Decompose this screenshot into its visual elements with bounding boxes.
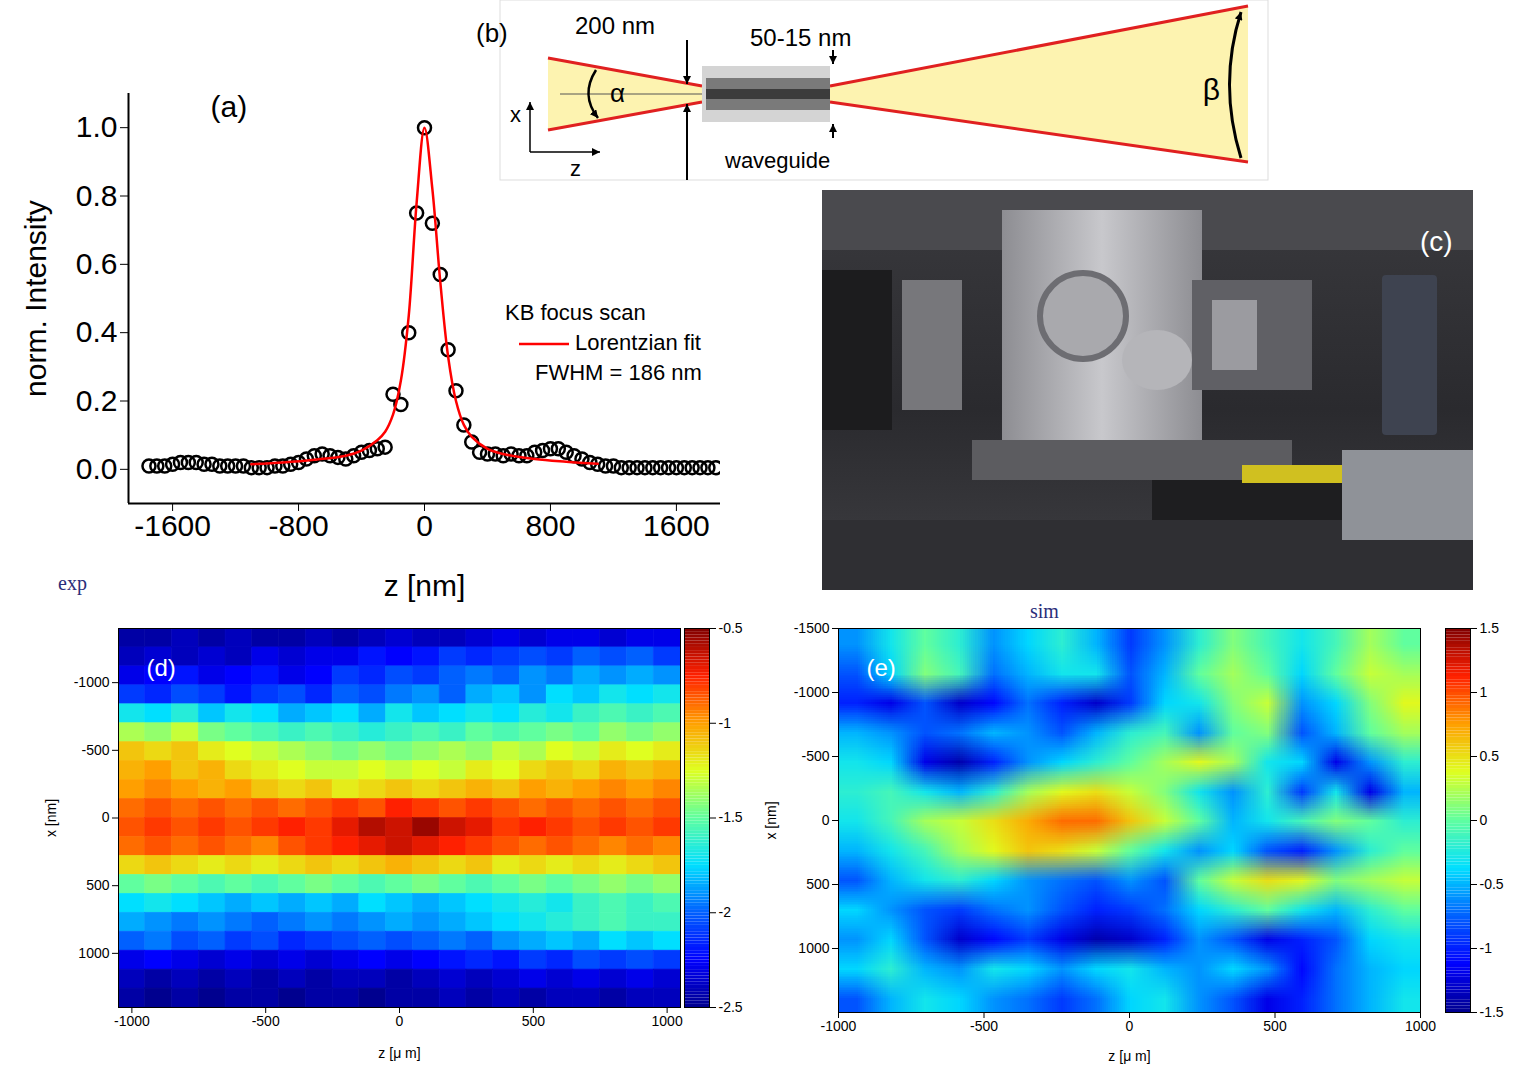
svg-text:-1: -1: [1480, 940, 1493, 956]
svg-text:1000: 1000: [798, 940, 829, 956]
svg-text:1: 1: [1480, 684, 1488, 700]
svg-text:(d): (d): [147, 654, 176, 681]
svg-text:0: 0: [1480, 812, 1488, 828]
html-text:Lorentzian fit: Lorentzian fit: [575, 330, 701, 355]
svg-text:0.8: 0.8: [76, 179, 118, 212]
svg-text:z: z: [570, 156, 581, 181]
svg-text:norm. Intensity: norm. Intensity: [19, 200, 52, 397]
svg-text:1000: 1000: [652, 1013, 683, 1029]
html-text:FWHM = 186 nm: FWHM = 186 nm: [535, 360, 702, 385]
svg-text:-1.5: -1.5: [719, 809, 743, 825]
svg-text:x: x: [510, 102, 521, 127]
svg-text:800: 800: [525, 509, 575, 542]
svg-text:1.0: 1.0: [76, 110, 118, 143]
svg-text:500: 500: [1263, 1018, 1287, 1034]
svg-text:x [nm]: x [nm]: [763, 801, 779, 839]
svg-text:(b): (b): [476, 18, 508, 48]
svg-text:-1.5: -1.5: [1480, 1004, 1504, 1020]
html-text:sim: sim: [1030, 600, 1059, 622]
html-text:exp: exp: [58, 572, 87, 594]
svg-text:0.2: 0.2: [76, 384, 118, 417]
svg-text:-0.5: -0.5: [719, 620, 743, 636]
svg-text:1.5: 1.5: [1480, 620, 1500, 636]
svg-text:-1000: -1000: [821, 1018, 857, 1034]
svg-text:500: 500: [522, 1013, 546, 1029]
svg-text:1000: 1000: [78, 945, 109, 961]
svg-text:0.0: 0.0: [76, 452, 118, 485]
svg-text:50-15 nm: 50-15 nm: [750, 24, 851, 51]
svg-text:x [nm]: x [nm]: [43, 799, 59, 837]
svg-text:α: α: [610, 78, 625, 108]
svg-text:0: 0: [102, 809, 110, 825]
svg-text:500: 500: [806, 876, 830, 892]
svg-text:-500: -500: [801, 748, 829, 764]
svg-text:-1000: -1000: [114, 1013, 150, 1029]
svg-text:-500: -500: [81, 742, 109, 758]
svg-text:0.6: 0.6: [76, 247, 118, 280]
svg-text:z [nm]: z [nm]: [384, 569, 466, 602]
svg-text:-1600: -1600: [134, 509, 211, 542]
svg-text:-1000: -1000: [794, 684, 830, 700]
svg-text:0.5: 0.5: [1480, 748, 1500, 764]
svg-text:0.4: 0.4: [76, 315, 118, 348]
svg-text:(e): (e): [867, 654, 896, 681]
svg-text:z [μ m]: z [μ m]: [378, 1045, 420, 1061]
svg-text:(a): (a): [211, 90, 248, 123]
svg-text:0: 0: [822, 812, 830, 828]
svg-text:waveguide: waveguide: [724, 148, 830, 173]
svg-text:-800: -800: [269, 509, 329, 542]
svg-text:-500: -500: [970, 1018, 998, 1034]
svg-text:0: 0: [396, 1013, 404, 1029]
svg-text:200 nm: 200 nm: [575, 12, 655, 39]
svg-text:-1500: -1500: [794, 620, 830, 636]
svg-text:-2.5: -2.5: [719, 999, 743, 1015]
html-text:(c): (c): [1420, 226, 1453, 257]
svg-text:β: β: [1203, 73, 1220, 106]
html-text:KB focus scan: KB focus scan: [505, 300, 646, 325]
svg-text:0: 0: [416, 509, 433, 542]
svg-text:-0.5: -0.5: [1480, 876, 1504, 892]
svg-text:-2: -2: [719, 904, 732, 920]
svg-text:z [μ m]: z [μ m]: [1108, 1048, 1150, 1064]
svg-text:-1000: -1000: [74, 674, 110, 690]
svg-text:0: 0: [1126, 1018, 1134, 1034]
svg-text:-1: -1: [719, 715, 732, 731]
svg-text:500: 500: [86, 877, 110, 893]
svg-text:-500: -500: [252, 1013, 280, 1029]
svg-text:1000: 1000: [1405, 1018, 1436, 1034]
svg-text:1600: 1600: [643, 509, 710, 542]
